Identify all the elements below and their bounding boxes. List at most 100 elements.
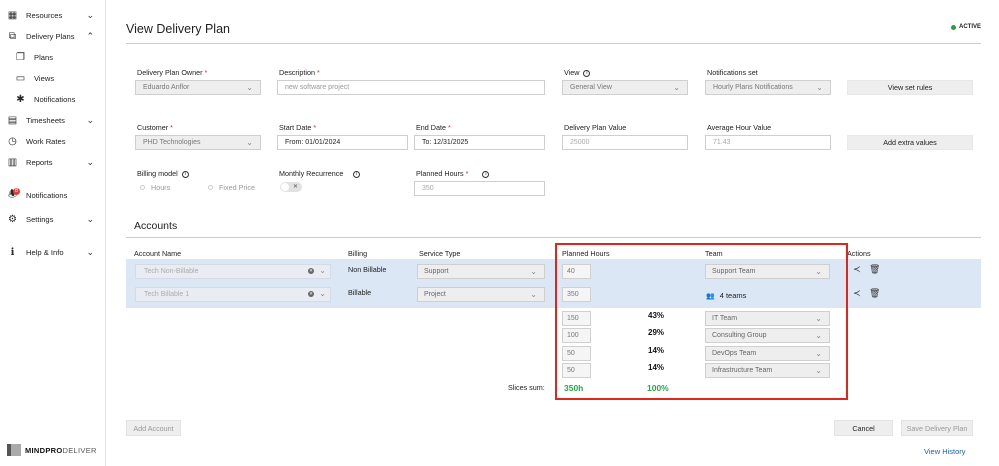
sidebar-item-timesheets[interactable]: ▤ Timesheets ⌄ (7, 113, 99, 127)
slice-team-select[interactable]: DevOps Team ⌄ (705, 346, 830, 361)
sidebar-item-label: Plans (34, 52, 53, 62)
avg-hour-input[interactable]: 71.43 (705, 135, 831, 150)
trash-icon[interactable]: 🗑 (869, 288, 881, 298)
column-header-planned-hours: Planned Hours (562, 249, 610, 258)
calendar-icon: ▤ (7, 114, 18, 126)
chevron-down-icon: ⌄ (319, 289, 326, 298)
sidebar-item-label: Work Rates (26, 136, 66, 146)
bell-settings-icon: ✱ (16, 93, 25, 105)
slice-team-select[interactable]: Consulting Group ⌄ (705, 328, 830, 343)
layers-icon: ⧉ (8, 30, 17, 42)
view-select[interactable]: General View ⌄ (562, 80, 688, 95)
billing-model-label: Billing model i (137, 169, 189, 178)
billing-value: Non Billable (348, 265, 387, 274)
planned-hours-input[interactable]: 350 (562, 287, 591, 302)
chevron-down-icon: ⌄ (815, 366, 822, 375)
view-history-link[interactable]: View History (924, 447, 966, 456)
sidebar-item-resources[interactable]: ▦ Resources ⌄ (7, 8, 99, 22)
sidebar-item-plans[interactable]: ❐ Plans (15, 50, 99, 64)
trash-icon[interactable]: 🗑 (869, 264, 881, 274)
column-header-billing: Billing (348, 249, 368, 258)
owner-select[interactable]: Eduardo Anflor ⌄ (135, 80, 261, 95)
clock-icon: ◷ (8, 135, 17, 147)
column-header-service-type: Service Type (419, 249, 461, 258)
service-type-select[interactable]: Support ⌄ (417, 264, 545, 279)
sidebar-item-reports[interactable]: ▥ Reports ⌄ (7, 155, 99, 169)
description-input[interactable]: new software project (277, 80, 545, 95)
chevron-down-icon: ⌄ (673, 83, 680, 92)
slice-hours-input[interactable]: 50 (562, 363, 591, 378)
plan-value-input[interactable]: 25000 (562, 135, 688, 150)
sidebar-item-plan-notifications[interactable]: ✱ Notifications (15, 92, 99, 106)
account-name-select[interactable]: Tech Billable 1 ✕ ⌄ (135, 287, 331, 302)
info-icon: i (353, 170, 361, 178)
monthly-recurrence-toggle[interactable] (280, 182, 302, 192)
slices-sum-label: Slices sum: (508, 383, 545, 392)
sidebar-item-views[interactable]: ▭ Views (15, 71, 99, 85)
planned-hours-input[interactable]: 350 (414, 181, 545, 196)
sidebar-item-work-rates[interactable]: ◷ Work Rates (7, 134, 99, 148)
billing-fixed-price-radio[interactable]: Fixed Price (208, 183, 255, 192)
share-icon[interactable]: ≺ (853, 288, 861, 298)
sidebar-item-label: Notifications (26, 190, 68, 200)
sidebar-item-notifications[interactable]: 🕭 8 Notifications (7, 187, 99, 202)
chevron-down-icon: ⌄ (86, 156, 94, 167)
sidebar-item-delivery-plans[interactable]: ⧉ Delivery Plans ⌃ (7, 29, 99, 43)
monitor-icon: ▭ (15, 72, 26, 84)
sidebar: ▦ Resources ⌄ ⧉ Delivery Plans ⌃ ❐ Plans… (0, 0, 106, 466)
view-set-rules-button[interactable]: View set rules (847, 80, 973, 95)
sidebar-item-label: Timesheets (26, 115, 65, 125)
slice-hours-input[interactable]: 50 (562, 346, 591, 361)
info-icon: i (583, 69, 591, 77)
description-label: Description * (279, 68, 320, 77)
bell-icon: 🕭 8 (7, 187, 20, 201)
chevron-down-icon: ⌄ (246, 138, 253, 147)
gear-icon: ⚙ (8, 213, 17, 225)
teams-count: 4 teams (719, 291, 747, 300)
chevron-down-icon: ⌄ (815, 349, 822, 358)
sidebar-item-label: Resources (26, 10, 63, 20)
end-date-input[interactable]: To: 12/31/2025 (414, 135, 545, 150)
chevron-down-icon: ⌄ (815, 314, 822, 323)
plan-value-label: Delivery Plan Value (564, 123, 627, 132)
logo-text-secondary: DELIVER (62, 445, 97, 455)
planned-hours-label: Planned Hours * i (416, 169, 490, 178)
document-icon: ❐ (16, 51, 25, 63)
notifications-set-select[interactable]: Hourly Plans Notifications ⌄ (705, 80, 831, 95)
slices-sum-hours: 350h (564, 383, 584, 393)
chevron-down-icon: ⌄ (530, 290, 537, 299)
chevron-down-icon: ⌄ (530, 267, 537, 276)
planned-hours-input[interactable]: 40 (562, 264, 591, 279)
slice-hours-input[interactable]: 150 (562, 311, 591, 326)
slice-percent: 14% (648, 363, 665, 372)
customer-select[interactable]: PHD Technologies ⌄ (135, 135, 261, 150)
sidebar-item-settings[interactable]: ⚙ Settings ⌄ (7, 212, 99, 226)
chevron-down-icon: ⌄ (815, 267, 822, 276)
radio-circle-icon (140, 185, 145, 190)
chevron-down-icon: ⌄ (86, 9, 94, 20)
service-type-select[interactable]: Project ⌄ (417, 287, 545, 302)
start-date-input[interactable]: From: 01/01/2024 (277, 135, 408, 150)
end-date-label: End Date * (416, 123, 451, 132)
radio-circle-icon (208, 185, 213, 190)
billing-hours-radio[interactable]: Hours (140, 183, 170, 192)
slice-team-select[interactable]: IT Team ⌄ (705, 311, 830, 326)
clear-icon[interactable]: ✕ (308, 268, 314, 274)
account-name-select[interactable]: Tech Non-Billable ✕ ⌄ (135, 264, 331, 279)
save-delivery-plan-button[interactable]: Save Delivery Plan (901, 420, 973, 436)
slice-team-select[interactable]: Infrastructure Team ⌄ (705, 363, 830, 378)
add-account-button[interactable]: Add Account (126, 420, 181, 436)
bar-chart-icon: ▥ (7, 156, 18, 168)
add-extra-values-button[interactable]: Add extra values (847, 135, 973, 150)
team-select[interactable]: Support Team ⌄ (705, 264, 830, 279)
logo-text: MINDPRO (25, 445, 63, 455)
slice-hours-input[interactable]: 100 (562, 328, 591, 343)
sidebar-item-label: Notifications (34, 94, 76, 104)
clear-icon[interactable]: ✕ (308, 291, 314, 297)
chevron-down-icon: ⌄ (319, 266, 326, 275)
share-icon[interactable]: ≺ (853, 264, 861, 274)
cancel-button[interactable]: Cancel (834, 420, 893, 436)
view-label: View i (564, 68, 591, 77)
teams-summary[interactable]: 👥 4 teams (706, 291, 746, 300)
sidebar-item-help[interactable]: ℹ Help & Info ⌄ (7, 245, 99, 259)
